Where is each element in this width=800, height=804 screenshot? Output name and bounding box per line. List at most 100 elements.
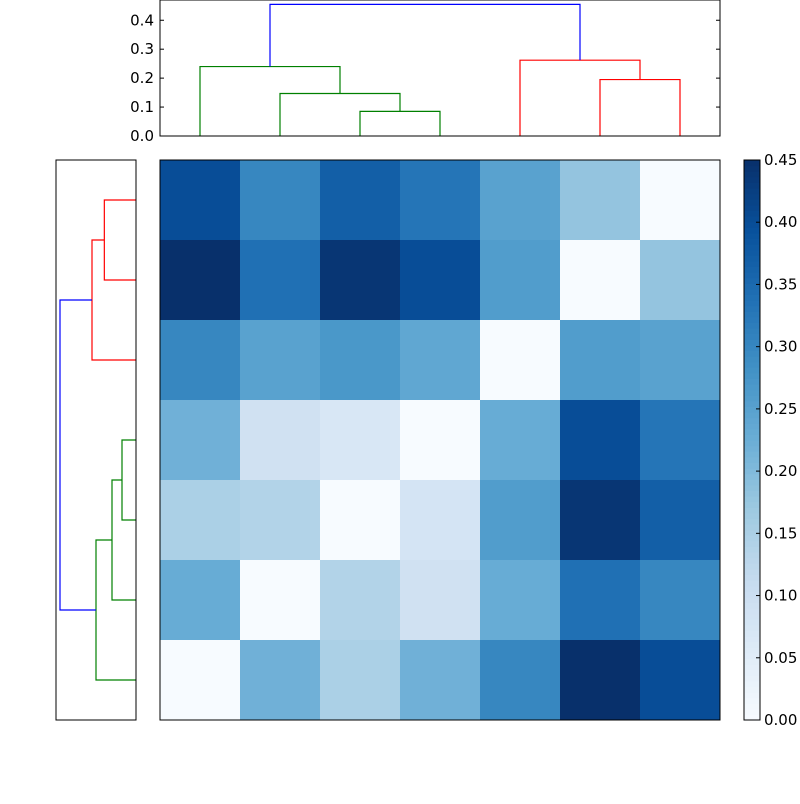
dendrogram-link [599, 78, 681, 136]
colorbar-segment [744, 462, 760, 469]
heatmap [159, 159, 721, 721]
colorbar-segment [744, 199, 760, 206]
colorbar-tick-label: 0.00 [764, 711, 797, 729]
heatmap-cell [400, 400, 481, 481]
heatmap-cell [160, 560, 241, 641]
dendrogram-link [111, 479, 136, 601]
colorbar-segment [744, 165, 760, 172]
colorbar-segment [744, 406, 760, 413]
colorbar-segment [744, 412, 760, 419]
colorbar-segment [744, 451, 760, 458]
colorbar-segment [744, 490, 760, 497]
heatmap-cell [240, 320, 321, 401]
colorbar-segment [744, 580, 760, 587]
heatmap-cell [640, 160, 721, 241]
colorbar-segment [744, 557, 760, 564]
colorbar-tick-label: 0.45 [764, 151, 797, 169]
colorbar-segment [744, 300, 760, 307]
colorbar-segment [744, 636, 760, 643]
colorbar-segment [744, 227, 760, 234]
colorbar-segment [744, 664, 760, 671]
colorbar-segment [744, 647, 760, 654]
dendrogram-link [269, 3, 581, 67]
colorbar-segment [744, 176, 760, 183]
colorbar-segment [744, 563, 760, 570]
colorbar-segment [744, 675, 760, 682]
colorbar-segment [744, 703, 760, 710]
dendrogram-link [91, 239, 136, 361]
colorbar-segment [744, 630, 760, 637]
colorbar-segment [744, 272, 760, 279]
heatmap-cell [480, 640, 561, 721]
colorbar-segment [744, 484, 760, 491]
heatmap-cell [400, 320, 481, 401]
colorbar-segment [744, 669, 760, 676]
heatmap-cell [240, 160, 321, 241]
colorbar-segment [744, 356, 760, 363]
heatmap-cell [640, 560, 721, 641]
colorbar-tick-label: 0.40 [764, 213, 797, 231]
colorbar-segment [744, 501, 760, 508]
colorbar-segment [744, 468, 760, 475]
heatmap-cell [240, 560, 321, 641]
colorbar-tick-label: 0.20 [764, 462, 797, 480]
colorbar-segment [744, 260, 760, 267]
heatmap-cell [480, 400, 561, 481]
colorbar-segment [744, 182, 760, 189]
colorbar-segment [744, 255, 760, 262]
colorbar-segment [744, 372, 760, 379]
colorbar-segment [744, 294, 760, 301]
colorbar-tick-label: 0.35 [764, 275, 797, 293]
colorbar-segment [744, 479, 760, 486]
colorbar-segment [744, 350, 760, 357]
colorbar-segment [744, 708, 760, 715]
colorbar-segment [744, 686, 760, 693]
colorbar-segment [744, 552, 760, 559]
colorbar-segment [744, 160, 760, 167]
colorbar-segment [744, 535, 760, 542]
colorbar-segment [744, 529, 760, 536]
heatmap-cell [400, 160, 481, 241]
heatmap-cell [480, 480, 561, 561]
colorbar-segment [744, 574, 760, 581]
dendrogram-link [121, 439, 136, 521]
colorbar-segment [744, 658, 760, 665]
heatmap-cell [320, 400, 401, 481]
heatmap-cell [320, 560, 401, 641]
colorbar-segment [744, 540, 760, 547]
colorbar-segment [744, 395, 760, 402]
y-tick-label: 0.4 [130, 11, 154, 29]
heatmap-cell [320, 320, 401, 401]
heatmap-cell [240, 640, 321, 721]
heatmap-frame [159, 159, 721, 721]
colorbar-segment [744, 585, 760, 592]
colorbar-segment [744, 473, 760, 480]
dendrogram-link [519, 59, 641, 136]
heatmap-cell [160, 160, 241, 241]
colorbar-segment [744, 652, 760, 659]
y-tick-label: 0.3 [130, 40, 154, 58]
dendrogram-link [199, 65, 341, 136]
colorbar-segment [744, 316, 760, 323]
colorbar-segment [744, 641, 760, 648]
colorbar-segment [744, 400, 760, 407]
colorbar-segment [744, 216, 760, 223]
colorbar-segment [744, 322, 760, 329]
colorbar-segment [744, 417, 760, 424]
heatmap-cell [560, 160, 641, 241]
colorbar-segment [744, 249, 760, 256]
heatmap-cell [560, 480, 641, 561]
heatmap-cell [240, 400, 321, 481]
heatmap-cell [400, 480, 481, 561]
colorbar-segment [744, 204, 760, 211]
top-dendrogram-frame [159, 0, 721, 137]
colorbar-segment [744, 608, 760, 615]
heatmap-cell [320, 240, 401, 321]
colorbar-segment [744, 238, 760, 245]
colorbar-segment [744, 568, 760, 575]
colorbar-segment [744, 188, 760, 195]
colorbar-segment [744, 283, 760, 290]
top-dendrogram: 0.0 0.1 0.2 0.3 0.4 [130, 0, 721, 145]
colorbar-segment [744, 692, 760, 699]
heatmap-cell [160, 640, 241, 721]
